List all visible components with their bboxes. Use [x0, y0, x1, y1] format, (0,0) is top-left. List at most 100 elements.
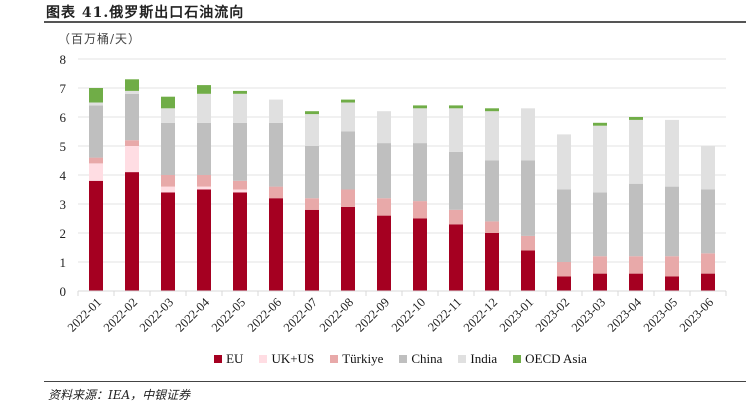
- bar-segment-t-rkiye: [629, 256, 643, 274]
- bar-segment-india: [89, 102, 103, 106]
- x-tick-label: 2023-04: [605, 295, 645, 335]
- legend-label: EU: [226, 351, 244, 366]
- bar-segment-oecd-asia: [89, 88, 103, 103]
- legend-swatch: [214, 355, 223, 363]
- legend-swatch: [458, 355, 467, 363]
- bar-segment-oecd-asia: [125, 79, 139, 91]
- bar-segment-uk-us: [125, 146, 139, 173]
- bar-segment-uk-us: [233, 189, 247, 193]
- bar-segment-eu: [593, 273, 607, 291]
- bar-stack: [521, 108, 535, 291]
- bar-segment-china: [449, 151, 463, 210]
- bar-segment-india: [521, 108, 535, 161]
- bar-stack: [377, 111, 391, 291]
- bar-segment-t-rkiye: [485, 221, 499, 233]
- bar-segment-china: [341, 131, 355, 190]
- x-axis-ticks: 2022-012022-022022-032022-042022-052022-…: [65, 295, 716, 335]
- unit-label: （百万桶/天）: [58, 32, 142, 46]
- bar-segment-t-rkiye: [89, 157, 103, 164]
- x-tick-label: 2022-11: [425, 295, 464, 334]
- bar-segment-oecd-asia: [341, 99, 355, 103]
- legend-swatch: [259, 355, 268, 363]
- bar-segment-india: [269, 99, 283, 123]
- y-tick-label: 0: [60, 284, 67, 299]
- bar-stack: [485, 108, 499, 291]
- bar-segment-oecd-asia: [197, 85, 211, 94]
- bar-segment-eu: [521, 250, 535, 291]
- bar-segment-india: [485, 111, 499, 161]
- bar-segment-uk-us: [89, 163, 103, 181]
- x-tick-label: 2023-05: [641, 295, 680, 334]
- bar-segment-eu: [377, 215, 391, 291]
- bar-segment-t-rkiye: [269, 186, 283, 199]
- bar-segment-china: [89, 105, 103, 158]
- bar-segment-india: [629, 119, 643, 184]
- x-tick-label: 2022-05: [209, 295, 248, 334]
- x-tick-label: 2022-01: [65, 295, 104, 334]
- bar-segment-t-rkiye: [557, 262, 571, 277]
- legend-item: Türkiye: [330, 351, 383, 367]
- bar-segment-eu: [557, 276, 571, 291]
- legend-label: India: [470, 351, 498, 366]
- bar-stack: [269, 99, 283, 291]
- bar-segment-china: [593, 192, 607, 257]
- bar-stack: [665, 119, 679, 291]
- legend-swatch: [513, 355, 522, 363]
- bar-segment-eu: [341, 206, 355, 291]
- bar-segment-china: [665, 186, 679, 257]
- y-axis-ticks: 0 1 2 3 4 5 6 7 8: [60, 52, 67, 299]
- bar-stack: [161, 96, 175, 291]
- bar-stack: [341, 99, 355, 291]
- y-tick-label: 5: [60, 139, 67, 154]
- bar-segment-india: [557, 134, 571, 190]
- bar-segment-india: [161, 108, 175, 123]
- bar-segment-uk-us: [197, 186, 211, 190]
- bars: [89, 79, 715, 291]
- bar-segment-india: [593, 125, 607, 193]
- bar-segment-t-rkiye: [233, 180, 247, 190]
- figure-title: 图表 41.俄罗斯出口石油流向: [46, 5, 245, 21]
- bar-segment-t-rkiye: [413, 201, 427, 219]
- y-tick-label: 4: [60, 168, 67, 183]
- bar-segment-india: [377, 111, 391, 144]
- bar-segment-china: [629, 183, 643, 257]
- bar-stack: [413, 105, 427, 291]
- bar-segment-t-rkiye: [377, 198, 391, 216]
- bar-segment-oecd-asia: [233, 90, 247, 94]
- legend-label: Türkiye: [342, 351, 384, 366]
- bar-segment-india: [449, 108, 463, 152]
- legend-item: EU: [214, 351, 243, 367]
- bar-segment-china: [269, 122, 283, 187]
- bar-segment-china: [377, 143, 391, 199]
- legend-label: OECD Asia: [525, 351, 587, 366]
- bar-segment-china: [197, 122, 211, 175]
- x-axis: [77, 290, 727, 296]
- bar-segment-china: [233, 122, 247, 181]
- y-tick-label: 1: [60, 255, 67, 270]
- y-tick-label: 8: [60, 52, 67, 67]
- bar-stack: [233, 90, 247, 291]
- bar-segment-oecd-asia: [449, 105, 463, 109]
- bar-segment-eu: [413, 218, 427, 291]
- y-tick-label: 6: [60, 110, 67, 125]
- bar-segment-uk-us: [161, 186, 175, 193]
- x-tick-label: 2022-06: [245, 295, 284, 334]
- bar-segment-oecd-asia: [413, 105, 427, 109]
- x-tick-label: 2022-04: [173, 295, 213, 335]
- bar-segment-eu: [449, 224, 463, 291]
- bar-segment-t-rkiye: [341, 189, 355, 207]
- bar-segment-eu: [125, 172, 139, 291]
- gridlines: [78, 58, 726, 263]
- bar-segment-india: [197, 93, 211, 123]
- source-note: 资料来源：IEA，中银证券: [48, 388, 191, 402]
- title-divider: [44, 21, 746, 23]
- bar-segment-oecd-asia: [161, 96, 175, 109]
- x-tick-label: 2022-07: [281, 295, 320, 334]
- source-divider: [44, 381, 746, 382]
- bar-segment-china: [701, 189, 715, 254]
- bar-segment-eu: [629, 273, 643, 291]
- x-tick-label: 2023-06: [677, 295, 716, 334]
- bar-stack: [125, 79, 139, 291]
- legend: EU UK+US Türkiye China India OECD Asia: [0, 351, 751, 367]
- bar-segment-t-rkiye: [197, 175, 211, 187]
